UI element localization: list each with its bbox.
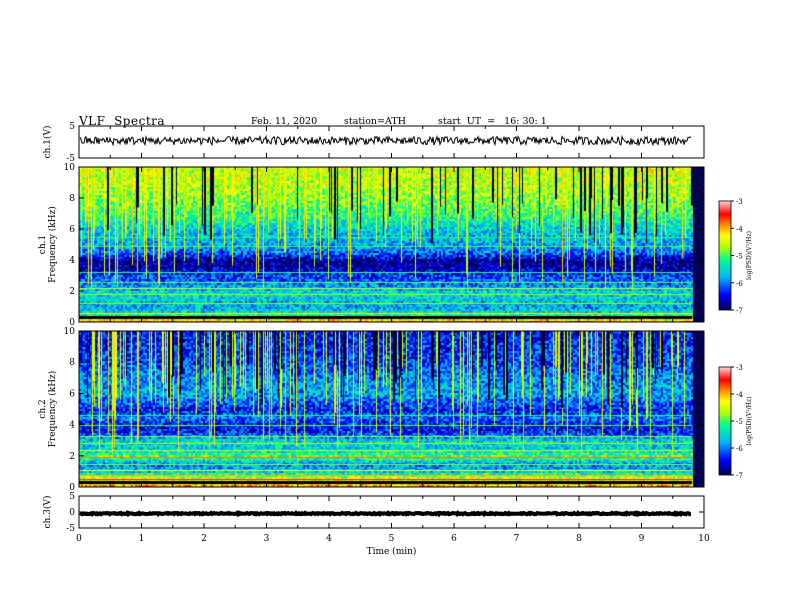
colorbar-tick-label: -5: [736, 418, 743, 426]
x-tick-label: 1: [139, 534, 145, 544]
x-tick-label: 10: [698, 534, 710, 544]
x-tick-label: 5: [389, 534, 395, 544]
colorbar-tick-label: -5: [736, 253, 743, 261]
colorbar-1: [718, 200, 732, 311]
ch3-y-tick-label: 0: [69, 508, 75, 518]
colorbar-tick-label: -7: [736, 472, 743, 480]
date-label: Feb. 11, 2020: [251, 116, 318, 127]
colorbar-label: log(PSD)(V²/Hz): [746, 231, 753, 280]
ch2-frequency-axis-title: Frequency (kHz): [47, 371, 58, 448]
ch1-frequency-axis-title: Frequency (kHz): [47, 206, 58, 283]
colorbar-tick-label: -3: [736, 198, 743, 206]
ch3-y-tick-label: -5: [66, 524, 75, 534]
ch3-waveform-line: [79, 510, 692, 518]
colorbar-tick-label: -4: [736, 391, 743, 399]
colorbar-tick-label: -7: [736, 307, 743, 315]
ch1-freq-y-tick-label: 4: [69, 256, 75, 266]
start-time-label: start UT = 16: 30: 1: [438, 116, 547, 127]
station-label: station=ATH: [344, 116, 406, 127]
ch1-freq-y-tick-label: 2: [69, 287, 75, 297]
x-tick-label: 2: [201, 534, 207, 544]
x-tick-label: 6: [451, 534, 457, 544]
ch1-freq-y-tick-label: 6: [69, 225, 75, 235]
ch2-freq-y-tick-label: 10: [64, 327, 76, 337]
x-tick-label: 7: [514, 534, 520, 544]
ch2-freq-y-tick-label: 8: [69, 358, 75, 368]
ch1-y-tick-label: 5: [69, 122, 75, 132]
ch1-spectrogram-image: [79, 167, 704, 322]
colorbar-tick-label: -6: [736, 280, 743, 288]
x-tick-label: 8: [576, 534, 582, 544]
colorbar-2: [718, 366, 732, 476]
ch2-freq-y-tick-label: 2: [69, 452, 75, 462]
x-tick-label: 4: [326, 534, 332, 544]
ch3-y-tick-label: 5: [69, 492, 75, 502]
x-tick-label: 9: [639, 534, 645, 544]
ch1-voltage-axis-title: ch.1(V): [42, 126, 53, 159]
ch1-freq-y-tick-label: 8: [69, 194, 75, 204]
colorbar-tick-label: -3: [736, 364, 743, 372]
ch2-freq-y-tick-label: 6: [69, 389, 75, 399]
ch2-freq-y-tick-label: 4: [69, 421, 75, 431]
colorbar-label: log(PSD)(V²/Hz): [746, 397, 753, 446]
x-tick-label: 3: [264, 534, 270, 544]
colorbar-tick-label: -6: [736, 445, 743, 453]
colorbar-tick-label: -4: [736, 225, 743, 233]
ch1-waveform-line: [79, 134, 692, 147]
figure-title: VLF Spectra: [79, 114, 166, 128]
ch1-freq-y-tick-label: 10: [64, 163, 76, 173]
ch1-y-tick-label: -5: [66, 154, 75, 164]
ch2-frequency-axis-title: ch.2: [38, 399, 48, 418]
ch2-freq-y-tick-label: 0: [69, 483, 75, 493]
x-axis-title: Time (min): [367, 546, 417, 557]
ch2-spectrogram-image: [79, 331, 704, 487]
ch3-voltage-axis-title: ch.3(V): [42, 496, 53, 529]
ch1-frequency-axis-title: ch.1: [38, 235, 48, 254]
x-tick-label: 0: [76, 534, 82, 544]
ch1-freq-y-tick-label: 0: [69, 318, 75, 328]
